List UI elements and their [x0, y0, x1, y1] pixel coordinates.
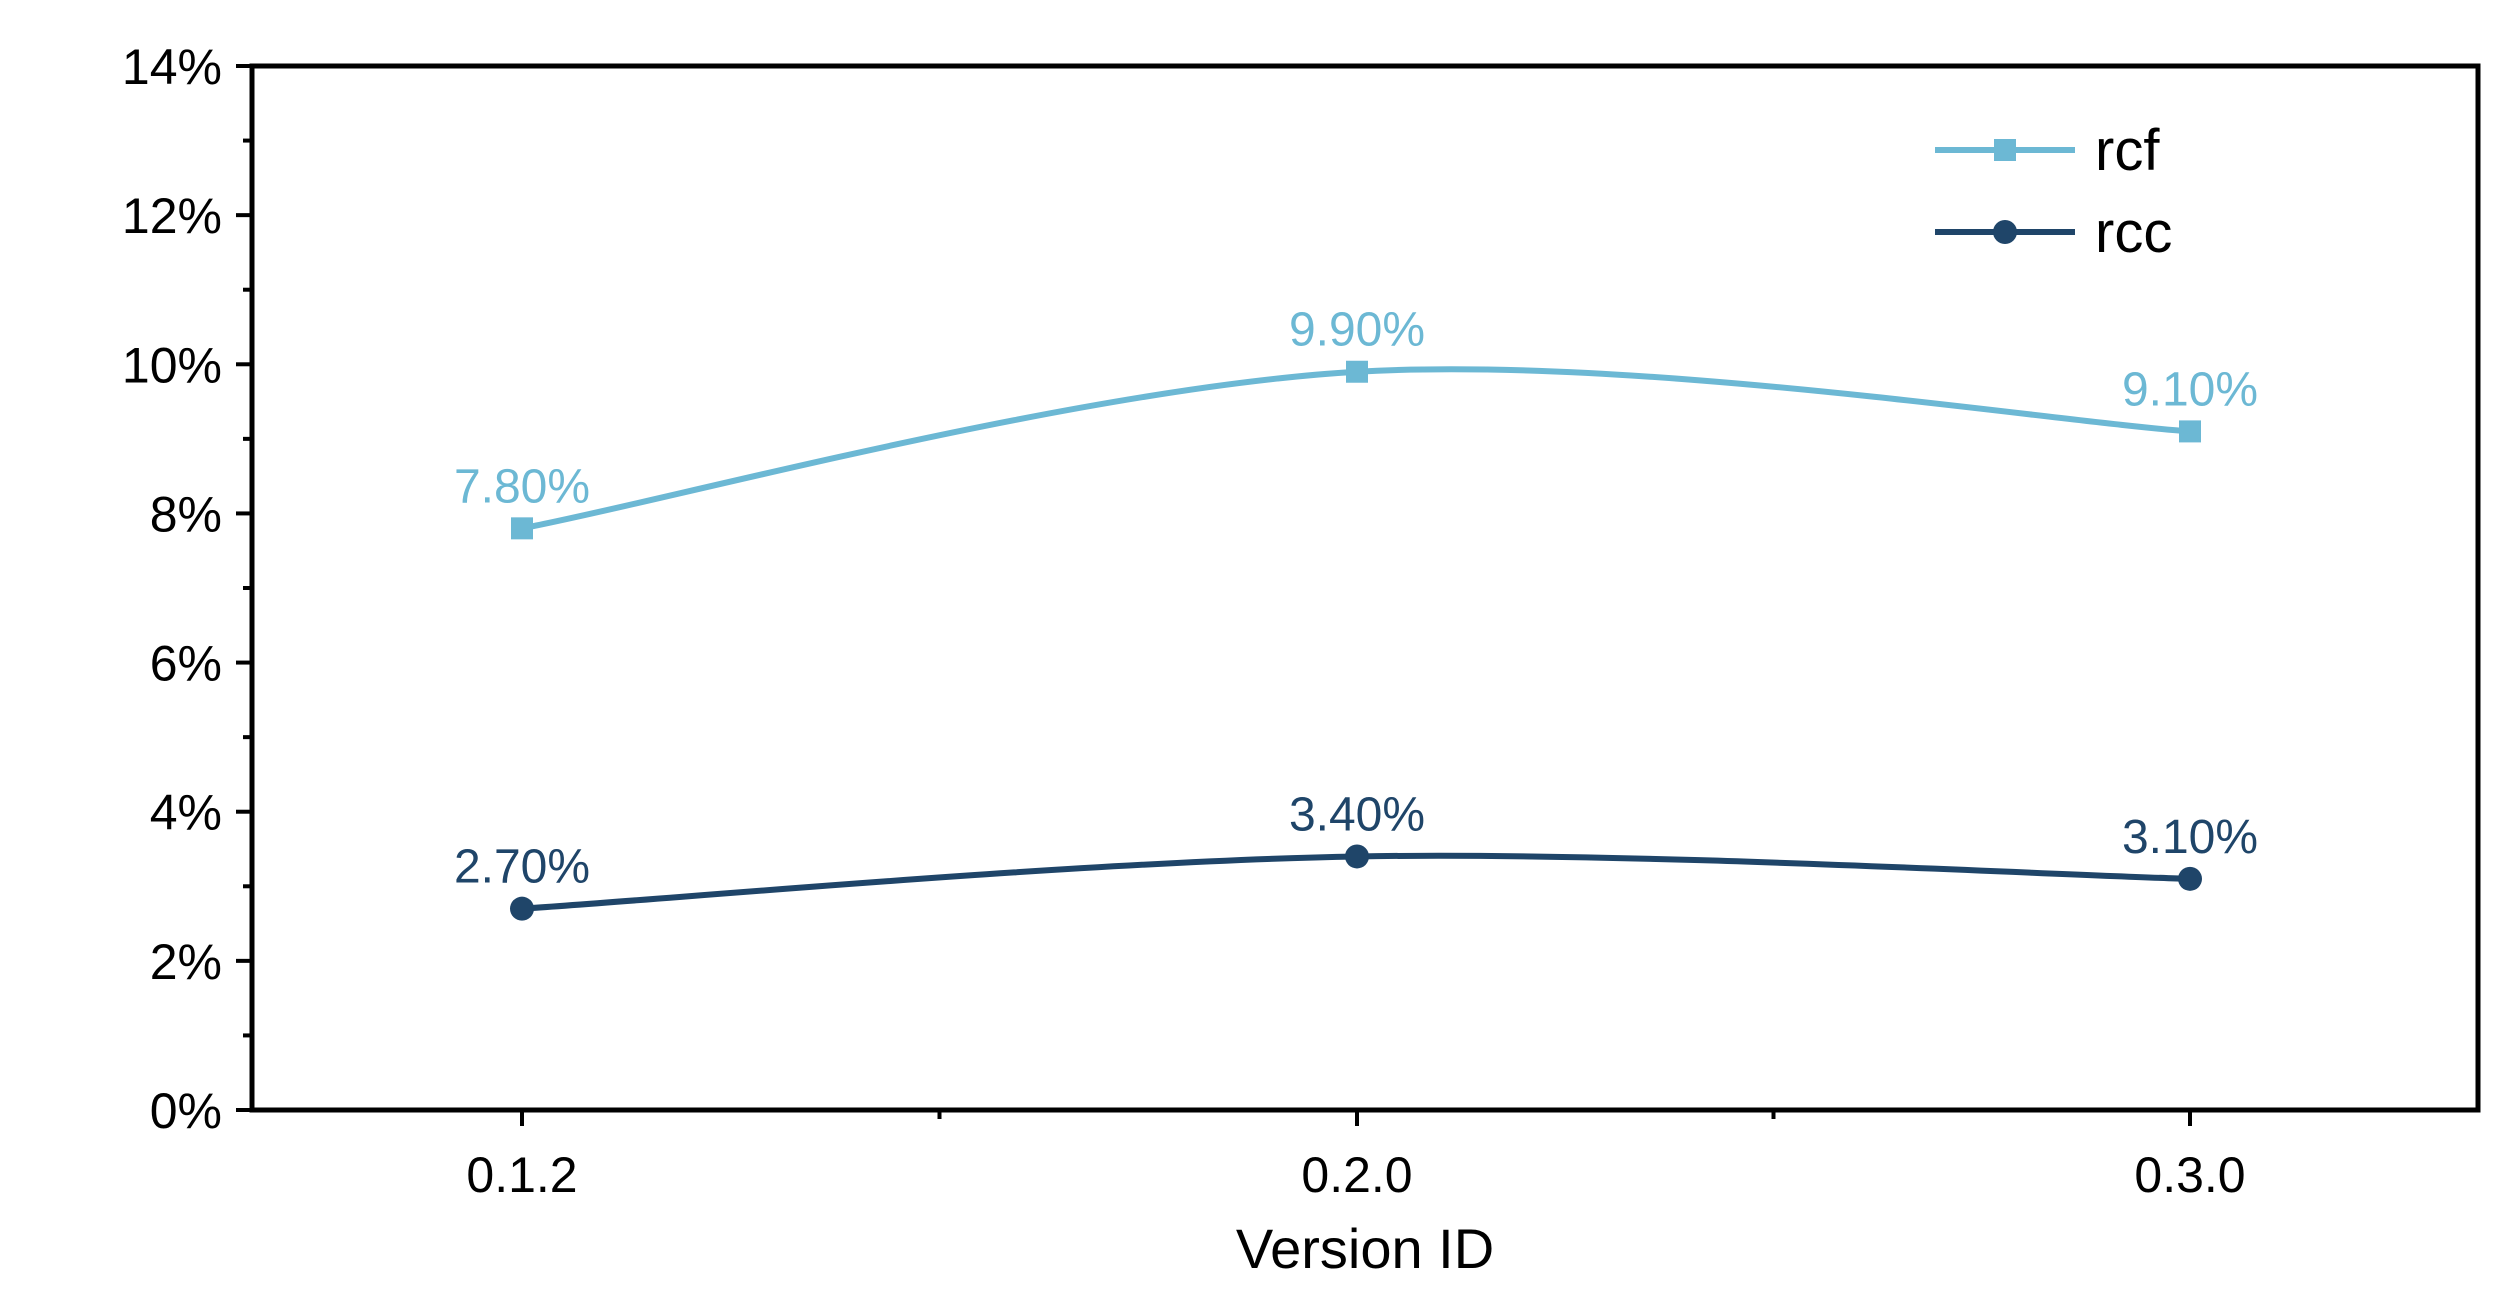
y-tick-label: 12%	[122, 188, 222, 244]
legend-rcf-marker	[1994, 139, 2016, 161]
rcc-marker	[510, 896, 534, 921]
series-layer	[510, 360, 2202, 921]
y-axis: 0% 2% 4% 6% 8% 10% 12% 14%	[122, 39, 252, 1139]
rcf-marker	[511, 517, 533, 540]
rcf-data-label: 9.10%	[2122, 363, 2258, 416]
y-tick-label: 6%	[150, 636, 222, 692]
rcc-data-label: 2.70%	[454, 841, 590, 894]
rcc-marker	[2178, 866, 2202, 891]
y-tick-label: 2%	[150, 934, 222, 990]
y-tick-label: 10%	[122, 337, 222, 393]
rcf-marker	[1346, 360, 1368, 383]
legend-rcc-label: rcc	[2095, 200, 2172, 265]
y-tick-label: 0%	[150, 1083, 222, 1139]
y-tick-label: 14%	[122, 39, 222, 95]
rcc-marker	[1345, 844, 1369, 869]
rcf-data-label: 7.80%	[454, 460, 590, 513]
rcc-data-label: 3.10%	[2122, 811, 2258, 864]
x-axis-title: Version ID	[1236, 1217, 1494, 1280]
y-tick-label: 4%	[150, 785, 222, 841]
legend: rcf rcc	[1935, 118, 2172, 265]
legend-rcf-label: rcf	[2095, 118, 2160, 183]
data-labels: 7.80% 9.90% 9.10% 2.70% 3.40% 3.10%	[454, 304, 2258, 894]
rcf-series-line	[521, 366, 2191, 532]
x-tick-label: 0.3.0	[2134, 1147, 2245, 1203]
y-tick-label: 8%	[150, 486, 222, 542]
legend-rcc-marker	[1993, 220, 2017, 244]
rcf-marker	[2179, 420, 2201, 443]
rcf-data-label: 9.90%	[1289, 304, 1425, 357]
x-tick-label: 0.2.0	[1301, 1147, 1412, 1203]
x-tick-label: 0.1.2	[466, 1147, 577, 1203]
rcc-data-label: 3.40%	[1289, 788, 1425, 841]
x-axis: 0.1.2 0.2.0 0.3.0	[466, 1110, 2246, 1203]
